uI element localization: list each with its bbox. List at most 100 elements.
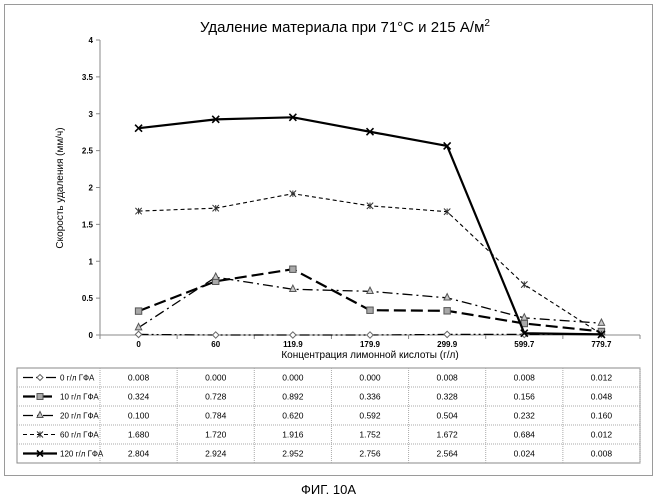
y-tick-label: 3.5 (82, 73, 94, 82)
data-point-marker (366, 306, 374, 314)
table-cell: 2.924 (205, 449, 227, 459)
table-cell: 0.592 (359, 411, 381, 421)
table-cell: 2.952 (282, 449, 304, 459)
table-cell: 0.008 (128, 373, 150, 383)
data-point-marker (443, 330, 452, 339)
y-tick-label: 0.5 (82, 294, 94, 303)
data-point-marker (36, 410, 44, 418)
chart-title-superscript: 2 (484, 18, 490, 29)
legend-label: 120 г/л ГФА (60, 450, 104, 459)
table-cell: 0.024 (514, 449, 536, 459)
data-point-marker (288, 331, 297, 339)
table-cell: 0.324 (128, 392, 150, 402)
data-point-marker (134, 307, 143, 315)
y-tick-label: 1 (89, 257, 94, 266)
data-point-marker (135, 207, 143, 215)
table-cell: 1.752 (359, 430, 381, 440)
data-point-marker (289, 265, 297, 273)
y-tick-label: 2.5 (82, 147, 94, 156)
series-3 (134, 271, 606, 331)
data-point-marker (443, 292, 452, 301)
table-cell: 1.916 (282, 430, 304, 440)
x-tick-label: 779.7 (591, 340, 612, 349)
chart-title: Удаление материала при 71°С и 215 А/м2 (200, 18, 490, 36)
data-point-marker (211, 115, 220, 124)
table-row: 60 г/л ГФА 1.680 1.720 1.916 1.752 1.672 0.684… (23, 430, 612, 440)
table-border (16, 367, 641, 464)
legend-label: 10 г/л ГФА (60, 393, 99, 402)
table-cell: 2.756 (359, 449, 381, 459)
table-cell: 0.328 (437, 392, 459, 402)
data-point-marker (36, 431, 44, 438)
table-cell: 0.620 (282, 411, 304, 421)
y-axis-label: Скорость удаления (мм/ч) (55, 127, 66, 248)
table-cell: 0.012 (591, 430, 613, 440)
table-row: 10 г/л ГФА 0.324 0.728 0.892 0.336 0.328 0.156… (23, 392, 612, 402)
table-cell: 0.892 (282, 392, 304, 402)
series-2 (134, 265, 606, 336)
table-row: 120 г/л ГФА 2.804 2.924 2.952 2.756 2.564 0.02… (23, 449, 612, 459)
data-point-marker (134, 124, 143, 133)
table-cell: 0.012 (591, 373, 613, 383)
data-table: 0 г/л ГФА 0.008 0.000 0.000 0.000 0.008 0.008 0… (16, 367, 641, 464)
y-tick-label: 3 (89, 110, 94, 119)
legend-label: 0 г/л ГФА (60, 374, 95, 383)
table-cell: 2.804 (128, 449, 150, 459)
x-tick-label: 60 (211, 340, 220, 349)
x-tick-label: 0 (136, 340, 141, 349)
data-point-marker (366, 202, 374, 210)
table-cell: 1.680 (128, 430, 150, 440)
x-tick-label: 599.7 (514, 340, 535, 349)
data-point-marker (211, 331, 220, 339)
table-cell: 0.156 (514, 392, 536, 402)
table-cell: 0.000 (359, 373, 381, 383)
table-cell: 0.008 (437, 373, 459, 383)
data-point-marker (597, 330, 606, 339)
table-cell: 0.000 (205, 373, 227, 383)
y-tick-label: 0 (89, 331, 94, 340)
data-point-marker (288, 113, 297, 122)
x-tick-label: 179.9 (360, 340, 381, 349)
y-tick-label: 4 (89, 36, 94, 45)
data-point-marker (443, 208, 451, 216)
y-tick-label: 1.5 (82, 220, 94, 229)
table-cell: 0.336 (359, 392, 381, 402)
table-cell: 1.672 (437, 430, 459, 440)
data-point-marker (520, 312, 529, 321)
data-point-marker (134, 322, 143, 331)
data-point-marker (520, 329, 529, 338)
x-axis-label: Концентрация лимонной кислоты (г/л) (281, 350, 458, 361)
data-point-marker (134, 330, 143, 339)
table-cell: 0.008 (591, 449, 613, 459)
series-5 (134, 113, 606, 339)
table-cell: 0.684 (514, 430, 536, 440)
data-point-marker (443, 141, 452, 150)
figure-caption: ФИГ. 10А (300, 482, 357, 497)
data-point-marker (212, 204, 220, 212)
data-point-marker (443, 307, 451, 315)
table-cell: 0.048 (591, 392, 613, 402)
plot-area: 0 0.5 1 1.5 2 2.5 3 3.5 4 0 60 119.9 179.9 299.9 599.7… (82, 36, 641, 349)
data-point-marker (597, 317, 606, 326)
x-tick-label: 299.9 (437, 340, 458, 349)
table-cell: 0.160 (591, 411, 613, 421)
data-point-marker (288, 283, 297, 292)
data-point-marker (289, 190, 297, 198)
table-cell: 0.100 (128, 411, 150, 421)
data-point-marker (365, 286, 375, 295)
chart-title-text: Удаление материала при 71°С и 215 А/м (200, 19, 484, 36)
table-cell: 0.728 (205, 392, 227, 402)
table-cell: 0.232 (514, 411, 536, 421)
series-4 (135, 190, 605, 338)
legend-label: 20 г/л ГФА (60, 412, 99, 421)
data-point-marker (365, 127, 375, 136)
series-line (138, 116, 602, 336)
legend-label: 60 г/л ГФА (60, 431, 99, 440)
data-point-marker (520, 281, 528, 289)
table-cell: 0.504 (437, 411, 459, 421)
x-tick-label: 119.9 (283, 340, 303, 349)
table-row: 20 г/л ГФА 0.100 0.784 0.620 0.592 0.504 0.232… (23, 410, 613, 421)
data-point-marker (211, 271, 220, 280)
table-cell: 1.720 (205, 430, 227, 440)
